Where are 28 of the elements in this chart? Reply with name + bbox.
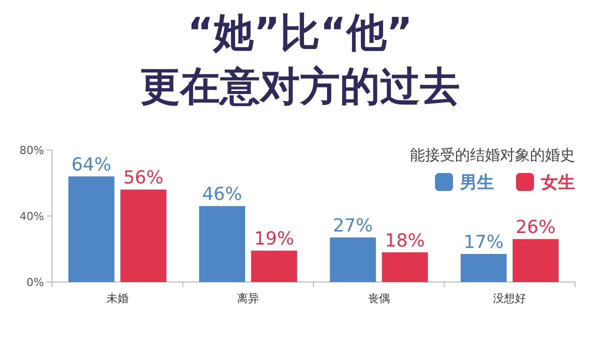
y-tick-label: 80% bbox=[20, 144, 44, 157]
data-label: 64% bbox=[71, 154, 112, 176]
y-tick-label: 0% bbox=[26, 276, 44, 289]
legend-label: 女生 bbox=[540, 173, 575, 193]
x-tick-label: 没想好 bbox=[493, 292, 526, 305]
bar bbox=[460, 254, 507, 282]
bar bbox=[251, 250, 298, 282]
legend-title: 能接受的结婚对象的婚史 bbox=[410, 146, 575, 164]
bar bbox=[330, 237, 376, 282]
x-tick-label: 丧偶 bbox=[368, 292, 390, 305]
bar bbox=[512, 239, 559, 282]
data-label: 18% bbox=[384, 230, 425, 252]
data-label: 17% bbox=[464, 232, 504, 253]
data-label: 27% bbox=[332, 215, 373, 236]
bar bbox=[68, 176, 114, 282]
chart-title: “她”比“他” bbox=[187, 10, 413, 56]
data-label: 26% bbox=[516, 217, 556, 238]
chart-subtitle: 更在意对方的过去 bbox=[140, 64, 460, 110]
bar bbox=[382, 252, 428, 282]
y-tick-label: 40% bbox=[20, 210, 44, 223]
bar bbox=[120, 190, 166, 282]
x-tick-label: 离异 bbox=[237, 292, 260, 305]
data-label: 46% bbox=[202, 184, 242, 206]
data-label: 19% bbox=[254, 228, 294, 250]
bar bbox=[199, 206, 246, 282]
data-label: 56% bbox=[123, 168, 164, 189]
legend-label: 男生 bbox=[459, 173, 494, 193]
x-tick-label: 未婚 bbox=[106, 292, 128, 305]
